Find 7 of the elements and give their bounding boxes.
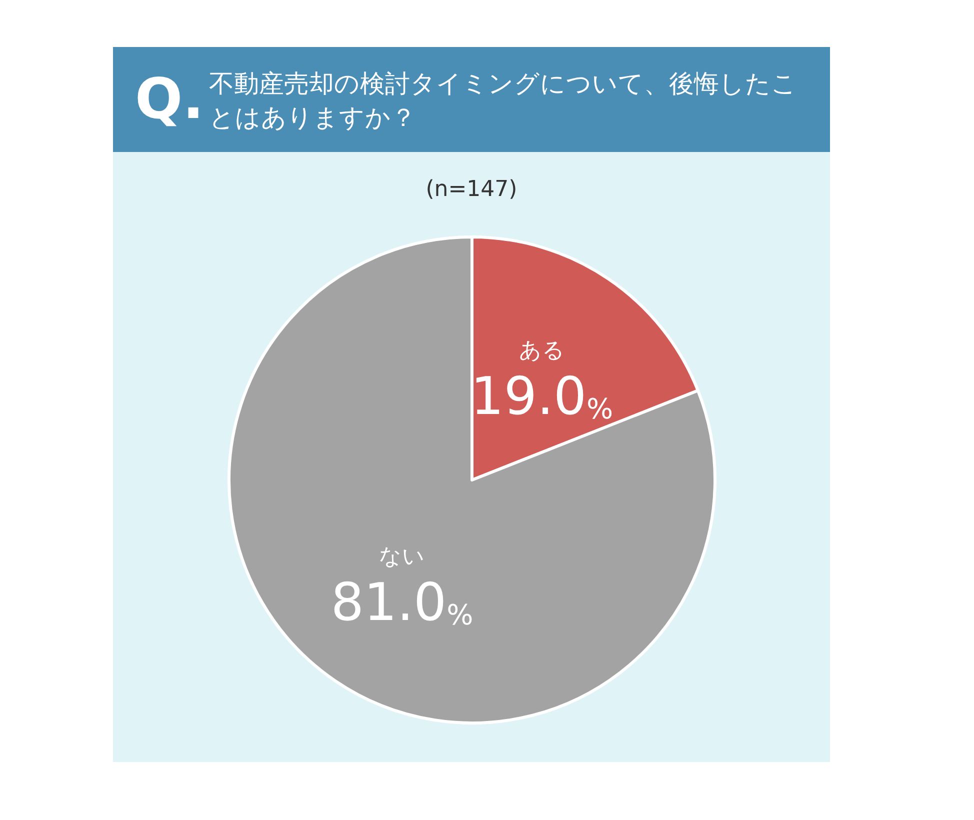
chart-title: 不動産売却の検討タイミングについて、後悔したことはありますか？	[209, 68, 798, 134]
data-label: 81.0%	[330, 572, 474, 633]
data-label: 19.0%	[470, 367, 614, 428]
text: (n=147)	[424, 177, 518, 202]
slice-label: ある	[518, 338, 565, 364]
slice-label: ない	[379, 544, 426, 570]
text: Q.	[135, 66, 204, 134]
